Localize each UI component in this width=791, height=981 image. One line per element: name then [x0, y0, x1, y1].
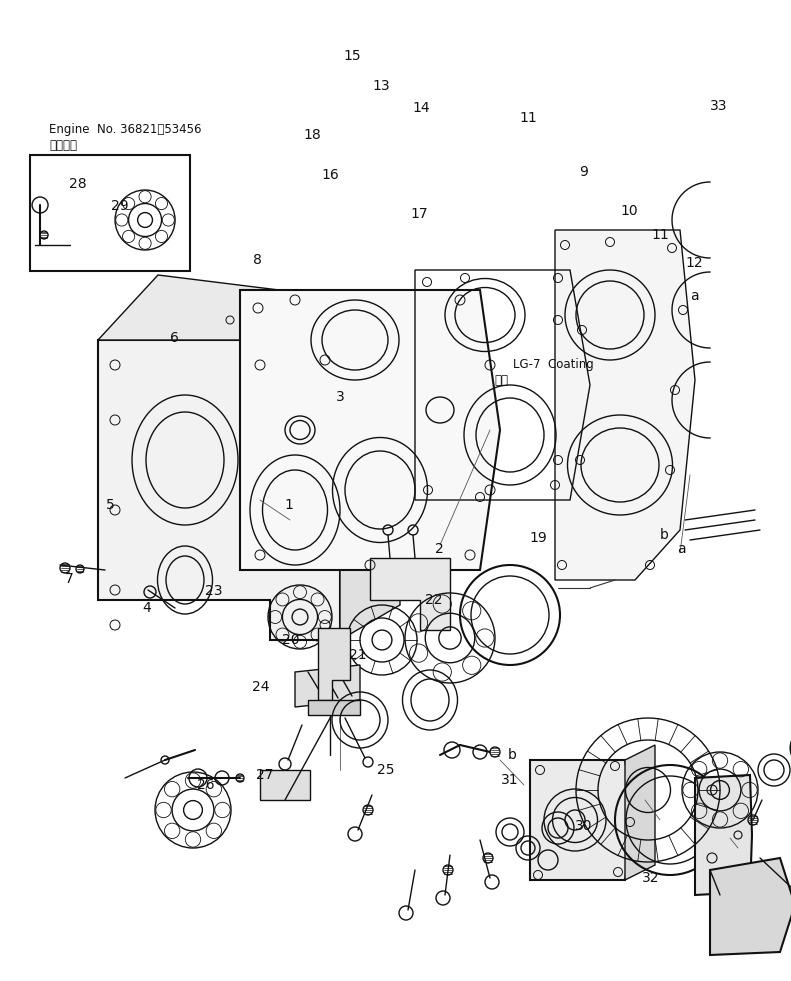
Text: 5: 5 — [106, 498, 115, 512]
Text: 塗布: 塗布 — [494, 374, 509, 387]
Text: 29: 29 — [112, 199, 129, 213]
Text: 25: 25 — [377, 763, 395, 777]
Polygon shape — [295, 665, 360, 707]
Text: 19: 19 — [529, 531, 547, 544]
Polygon shape — [555, 230, 695, 580]
Text: 33: 33 — [710, 99, 727, 113]
Polygon shape — [308, 700, 360, 715]
Text: 15: 15 — [343, 49, 361, 63]
Text: 9: 9 — [579, 165, 589, 179]
Text: 13: 13 — [373, 79, 390, 93]
Text: 32: 32 — [642, 871, 659, 885]
Polygon shape — [530, 760, 635, 880]
Text: 7: 7 — [65, 572, 74, 586]
Text: 30: 30 — [575, 819, 592, 833]
Text: LG-7  Coating: LG-7 Coating — [513, 358, 593, 372]
Text: 23: 23 — [205, 584, 222, 597]
Text: 2: 2 — [434, 542, 444, 556]
Text: a: a — [691, 289, 698, 303]
Text: 22: 22 — [425, 594, 442, 607]
Text: 16: 16 — [322, 168, 339, 181]
Text: 10: 10 — [620, 204, 638, 218]
Text: 適用号機: 適用号機 — [49, 138, 77, 152]
Text: 26: 26 — [197, 778, 214, 792]
Text: 20: 20 — [282, 633, 300, 646]
Polygon shape — [625, 745, 655, 880]
Text: 31: 31 — [501, 773, 519, 787]
Polygon shape — [98, 275, 400, 340]
Polygon shape — [260, 770, 310, 800]
Text: 28: 28 — [69, 178, 86, 191]
Text: 1: 1 — [284, 498, 293, 512]
Text: b: b — [508, 749, 517, 762]
Polygon shape — [240, 290, 500, 570]
Text: 27: 27 — [256, 768, 274, 782]
Text: 24: 24 — [252, 680, 270, 694]
Text: 3: 3 — [335, 390, 345, 404]
Polygon shape — [695, 775, 752, 895]
Polygon shape — [370, 558, 450, 630]
Text: 11: 11 — [652, 229, 669, 242]
Text: Engine  No. 36821～53456: Engine No. 36821～53456 — [49, 123, 202, 136]
Text: 8: 8 — [252, 253, 262, 267]
Text: 17: 17 — [411, 207, 428, 221]
Text: 21: 21 — [349, 648, 366, 662]
Text: 12: 12 — [686, 256, 703, 270]
Text: b: b — [660, 528, 669, 542]
Text: a: a — [678, 542, 686, 556]
Text: 11: 11 — [520, 111, 537, 125]
Polygon shape — [318, 628, 350, 700]
Text: 4: 4 — [142, 601, 151, 615]
Polygon shape — [710, 858, 791, 955]
Polygon shape — [98, 340, 340, 640]
Text: 18: 18 — [304, 129, 321, 142]
Polygon shape — [340, 305, 400, 640]
Text: 14: 14 — [412, 101, 430, 115]
Bar — [30, 155, 190, 271]
Text: 6: 6 — [169, 332, 179, 345]
